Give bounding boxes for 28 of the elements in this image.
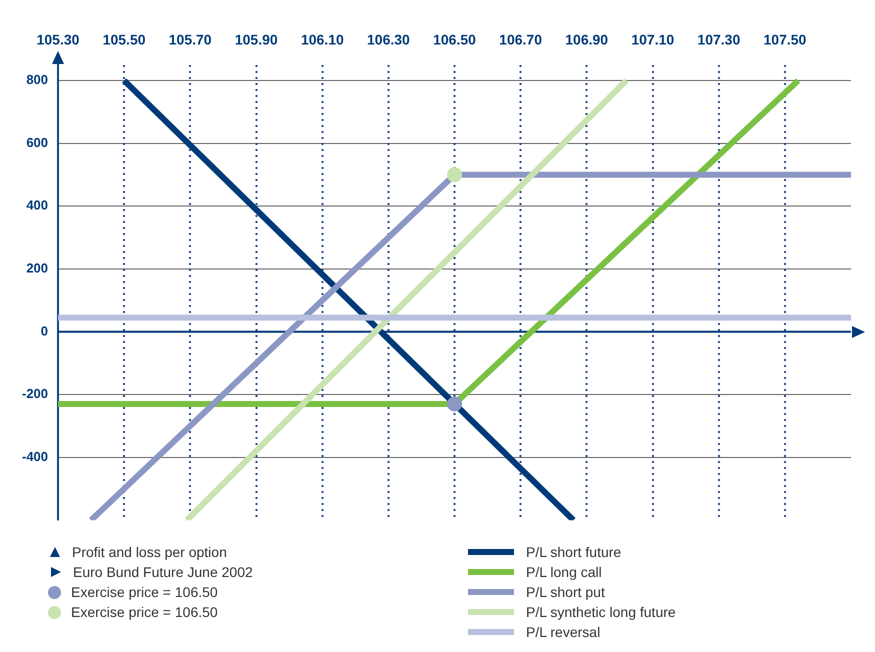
x-tick-label: 107.50: [764, 31, 807, 48]
legend-label: Exercise price = 106.50: [71, 583, 218, 602]
text: Profit and loss per option: [72, 543, 227, 562]
text: Euro Bund Future June 2002: [73, 563, 253, 582]
y-tick-label: -200: [22, 386, 48, 402]
legend-label: P/L long call: [526, 563, 602, 582]
x-tick-label: 107.30: [697, 31, 740, 48]
legend-label: P/L short future: [526, 543, 622, 562]
x-tick-label: 106.30: [367, 31, 410, 48]
legend-label: P/L short put: [526, 583, 605, 602]
x-tick-label: 105.70: [168, 31, 212, 48]
x-tick-label: 105.30: [36, 31, 80, 48]
x-tick-label: 107.10: [631, 31, 674, 48]
y-tick-label: 400: [26, 198, 48, 213]
y-tick-label: 0: [40, 323, 48, 338]
x-tick-label: 106.50: [433, 31, 476, 48]
x-tick-label: 106.90: [565, 31, 608, 48]
x-tick-label: 105.50: [102, 31, 146, 48]
y-tick-label: 600: [26, 134, 48, 150]
legend-label: P/L reversal: [526, 623, 600, 642]
x-tick-label: 106.70: [499, 31, 542, 48]
legend-label: P/L synthetic long future: [526, 603, 676, 622]
y-tick-label: 800: [26, 72, 48, 88]
x-tick-label: 106.10: [300, 31, 344, 48]
y-tick-label: 200: [26, 260, 48, 276]
y-tick-label: -400: [22, 448, 48, 464]
legend-label: Exercise price = 106.50: [71, 603, 218, 622]
x-tick-label: 105.90: [234, 31, 278, 48]
